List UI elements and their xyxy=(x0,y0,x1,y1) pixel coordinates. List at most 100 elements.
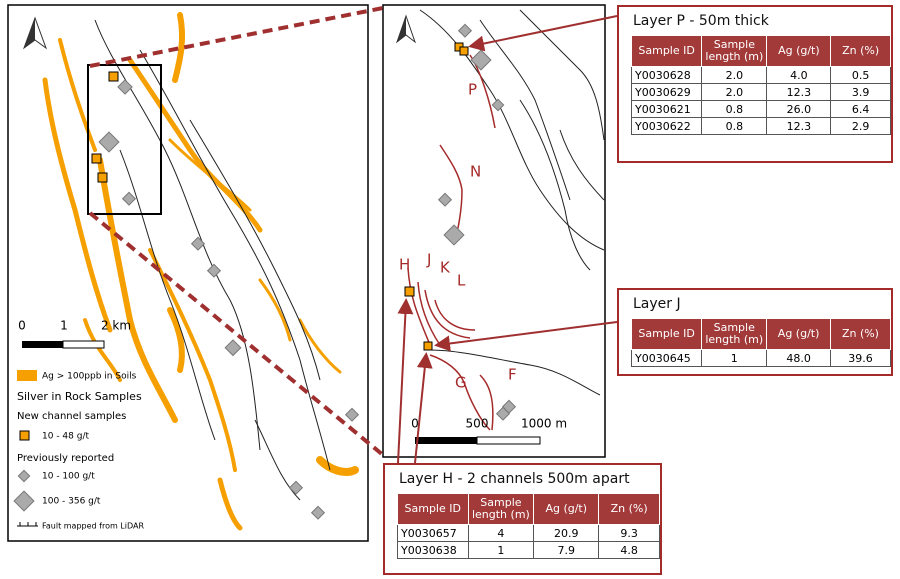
new-samples xyxy=(91,71,119,183)
table-cell: 26.0 xyxy=(766,100,832,118)
header-cell: Zn (%) xyxy=(830,35,891,67)
callout-arrow xyxy=(397,15,618,464)
header-cell: Sample length (m) xyxy=(701,318,768,350)
table-cell: 1 xyxy=(467,541,535,559)
legend-swatch xyxy=(19,430,30,441)
table-cell: Y0030638 xyxy=(397,541,469,559)
table-row: Y0030657 4 20.9 9.3 xyxy=(397,524,660,542)
table-cell: 12.3 xyxy=(766,83,832,101)
data-table: Sample ID Sample length (m) Ag (g/t) Zn (%)… xyxy=(630,318,892,367)
table-cell: 1 xyxy=(701,349,768,367)
table-cell: 20.9 xyxy=(533,524,600,542)
detail-frame xyxy=(382,4,606,458)
table-cell: 2.0 xyxy=(701,66,768,84)
scale-bar xyxy=(62,340,105,349)
table-cell: 9.3 xyxy=(598,524,660,542)
legend-heading: New channel samples xyxy=(17,411,126,422)
scale-label: 500 xyxy=(466,417,489,431)
header-cell: Sample ID xyxy=(630,35,703,67)
legend-label: 10 - 100 g/t xyxy=(42,472,95,482)
legend-label: 10 - 48 g/t xyxy=(42,432,89,442)
header-cell: Sample length (m) xyxy=(701,35,768,67)
legend-label: Fault mapped from LiDAR xyxy=(42,522,144,531)
table-cell: 12.3 xyxy=(766,117,832,135)
table-cell: Y0030645 xyxy=(630,349,703,367)
legend-heading: Previously reported xyxy=(17,453,114,464)
scale-label: 1 xyxy=(60,319,68,333)
table-cell: 48.0 xyxy=(766,349,831,367)
table-cell: 2.9 xyxy=(830,117,891,135)
legend-label: Ag > 100ppb in Soils xyxy=(42,372,137,382)
table-row: Y0030628 2.0 4.0 0.5 xyxy=(630,66,891,84)
table-cell: 4.8 xyxy=(598,541,660,559)
table-cell: 0.8 xyxy=(701,117,768,135)
scale-label: 2 km xyxy=(101,319,131,333)
legend-swatch xyxy=(13,490,35,512)
layer-label: K xyxy=(440,259,451,277)
legend-label: 100 - 356 g/t xyxy=(42,497,101,507)
scale-bar xyxy=(22,341,63,348)
table-cell: 39.6 xyxy=(829,349,892,367)
table-cell: 3.9 xyxy=(830,83,891,101)
table-row: Y0030645 1 48.0 39.6 xyxy=(630,349,892,367)
layer-label: J xyxy=(426,251,431,269)
table-cell: Y0030621 xyxy=(630,100,703,118)
previous-samples xyxy=(98,79,360,520)
layer-label: F xyxy=(508,366,517,384)
north-arrow xyxy=(397,16,406,42)
table-cell: 4 xyxy=(467,524,535,542)
table-row: Y0030621 0.8 26.0 6.4 xyxy=(630,100,891,118)
table-cell: Y0030657 xyxy=(397,524,469,542)
table-cell: 6.4 xyxy=(830,100,891,118)
legend-swatch xyxy=(17,370,37,381)
table-title: Layer H - 2 channels 500m apart xyxy=(399,471,630,487)
header-cell: Zn (%) xyxy=(829,318,892,350)
table-panel: Layer H - 2 channels 500m apart Sample ID… xyxy=(383,463,662,575)
scale-bar xyxy=(476,436,541,445)
table-title: Layer J xyxy=(633,296,681,312)
header-row: Sample ID Sample length (m) Ag (g/t) Zn (%) xyxy=(630,318,892,350)
data-table: Sample ID Sample length (m) Ag (g/t) Zn (%)… xyxy=(397,493,660,559)
table-cell: 0.5 xyxy=(830,66,891,84)
soil-anomalies xyxy=(42,12,359,531)
inset-connector xyxy=(88,6,385,457)
table-cell: 4.0 xyxy=(766,66,832,84)
table-row: Y0030629 2.0 12.3 3.9 xyxy=(630,83,891,101)
table-cell: 7.9 xyxy=(533,541,600,559)
table-panel: Layer P - 50m thick Sample ID Sample lengt… xyxy=(617,5,893,163)
inset-extent xyxy=(87,64,162,215)
table-cell: Y0030628 xyxy=(630,66,703,84)
table-cell: Y0030622 xyxy=(630,117,703,135)
table-row: Y0030622 0.8 12.3 2.9 xyxy=(630,117,891,135)
legend-swatch xyxy=(17,522,38,527)
table-panel: Layer J Sample ID Sample length (m) Ag (g/t… xyxy=(617,288,893,376)
header-row: Sample ID Sample length (m) Ag (g/t) Zn (%) xyxy=(630,35,891,67)
scale-label: 1000 m xyxy=(521,417,567,431)
legend-title: Silver in Rock Samples xyxy=(17,390,142,403)
table-row: Y0030638 1 7.9 4.8 xyxy=(397,541,660,559)
header-cell: Ag (g/t) xyxy=(766,318,831,350)
scale-bar xyxy=(415,437,477,444)
header-cell: Zn (%) xyxy=(598,493,660,525)
scale-label: 0 xyxy=(411,417,419,431)
header-cell: Sample ID xyxy=(630,318,703,350)
table-title: Layer P - 50m thick xyxy=(633,13,769,29)
table-cell: 0.8 xyxy=(701,100,768,118)
previous-samples xyxy=(437,23,517,421)
layer-label: G xyxy=(455,374,467,392)
header-row: Sample ID Sample length (m) Ag (g/t) Zn (%) xyxy=(397,493,660,525)
scale-label: 0 xyxy=(18,319,26,333)
new-samples xyxy=(404,42,469,351)
layer-label: H xyxy=(399,256,410,274)
table-cell: 2.0 xyxy=(701,83,768,101)
data-table: Sample ID Sample length (m) Ag (g/t) Zn (%)… xyxy=(630,35,891,135)
header-cell: Sample length (m) xyxy=(467,493,535,525)
table-cell: Y0030629 xyxy=(630,83,703,101)
header-cell: Ag (g/t) xyxy=(766,35,832,67)
layer-label: L xyxy=(457,272,466,290)
header-cell: Sample ID xyxy=(397,493,469,525)
layer-label: N xyxy=(470,163,481,181)
legend-swatch xyxy=(17,469,31,483)
